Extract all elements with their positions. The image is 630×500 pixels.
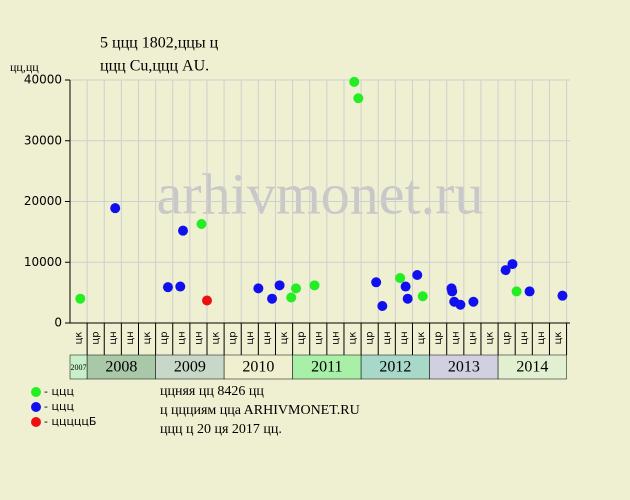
point — [286, 292, 297, 303]
legend-label: - ццц — [44, 385, 74, 398]
point — [178, 225, 189, 236]
point — [455, 299, 466, 310]
point — [110, 203, 121, 214]
point — [253, 283, 264, 294]
year-label: 2010 — [242, 359, 274, 376]
note: ц ццциям ццa ARHIVMONET.RU — [160, 403, 360, 418]
quarter-label: цр — [502, 331, 513, 344]
quarter-label: цн — [450, 331, 461, 344]
year-band — [292, 354, 362, 380]
point — [353, 93, 364, 104]
watermark: arhivmonet.ru — [157, 161, 484, 226]
point — [557, 290, 568, 301]
point — [349, 76, 360, 87]
point — [175, 281, 186, 292]
point — [267, 293, 278, 304]
point — [371, 277, 382, 288]
quarter-label: цн — [245, 331, 256, 344]
year-label: 2008 — [105, 359, 137, 376]
quarter-label: цр — [365, 331, 376, 344]
year-band — [223, 354, 293, 380]
year-label: 2009 — [174, 359, 206, 376]
quarter-label: цк — [348, 332, 359, 345]
point — [291, 283, 302, 294]
point — [412, 270, 423, 281]
chart-title: 5 ццц 1802,ццы ц — [100, 35, 219, 52]
point — [417, 291, 428, 302]
y-tick-label: 30000 — [24, 133, 62, 147]
point — [511, 286, 522, 297]
quarter-label: цр — [159, 331, 170, 344]
quarter-label: цн — [262, 331, 273, 344]
year-label: 2014 — [516, 359, 548, 376]
point — [162, 282, 173, 293]
quarter-label: цр — [433, 331, 444, 344]
y-tick-label: 40000 — [24, 73, 62, 87]
point — [400, 281, 411, 292]
quarter-label: цн — [536, 331, 547, 344]
quarter-label: цк — [279, 332, 290, 345]
quarter-label: цк — [485, 332, 496, 345]
year-label: 2011 — [311, 359, 342, 376]
point — [524, 286, 535, 297]
note: ццц ц 20 ця 2017 цц. — [160, 422, 282, 437]
quarter-label: цн — [313, 331, 324, 344]
quarter-label: цн — [467, 331, 478, 344]
point — [196, 218, 207, 229]
quarter-label: цр — [296, 331, 307, 344]
legend-label: - ццц — [44, 400, 74, 413]
quarter-label: цн — [382, 331, 393, 344]
point — [201, 295, 212, 306]
point — [500, 265, 511, 276]
quarter-label: цн — [519, 331, 530, 344]
quarter-label: цк — [142, 332, 153, 345]
legend-label: - цццццБ — [44, 415, 96, 428]
year-band — [86, 354, 156, 380]
legend-marker — [31, 417, 41, 427]
year-label: 2012 — [379, 359, 411, 376]
point — [395, 273, 406, 284]
year-label: 2007 — [71, 363, 87, 372]
note: ццняя цц 8426 цц — [160, 384, 264, 399]
quarter-label: цк — [211, 332, 222, 345]
point — [447, 286, 458, 297]
quarter-label: цк — [553, 332, 564, 345]
quarter-label: цн — [399, 331, 410, 344]
point — [309, 280, 320, 291]
year-band — [360, 354, 430, 380]
chart-subtitle: ццц Cu,ццц AU. — [100, 58, 209, 75]
y-tick-label: 10000 — [24, 255, 62, 269]
year-label: 2013 — [448, 359, 480, 376]
quarter-label: цн — [193, 331, 204, 344]
point — [75, 293, 86, 304]
point — [468, 296, 479, 307]
point — [402, 293, 413, 304]
year-band — [497, 354, 567, 380]
quarter-label: цк — [416, 332, 427, 345]
point — [274, 280, 285, 291]
y-tick-label: 20000 — [24, 194, 62, 208]
point — [507, 259, 518, 270]
y-axis-label: цц,цц — [10, 60, 39, 74]
point — [377, 300, 388, 311]
y-tick-label: 0 — [54, 316, 62, 330]
quarter-label: цр — [228, 331, 239, 344]
quarter-label: цк — [74, 332, 85, 345]
legend-marker — [31, 387, 41, 397]
quarter-label: цн — [125, 331, 136, 344]
legend-marker — [31, 402, 41, 412]
quarter-label: цн — [330, 331, 341, 344]
year-band — [429, 354, 499, 380]
quarter-label: цн — [176, 331, 187, 344]
quarter-label: цн — [108, 331, 119, 344]
year-band — [155, 354, 225, 380]
quarter-label: цр — [91, 331, 102, 344]
